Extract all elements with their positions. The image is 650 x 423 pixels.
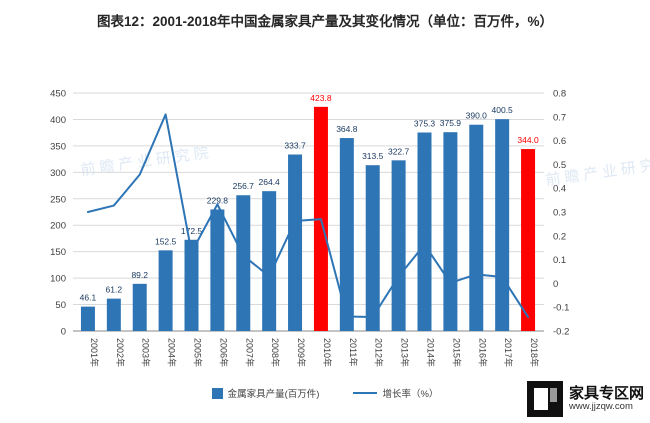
- bar-value-label-2007年: 256.7: [233, 181, 255, 191]
- bar-value-label-2005年: 172.5: [181, 226, 203, 236]
- bar-value-label-2018年: 344.0: [517, 135, 539, 145]
- left-axis-tick-label: 150: [50, 247, 66, 258]
- bar-2018年: [521, 149, 536, 331]
- bar-2004年: [158, 250, 173, 331]
- left-axis-tick-label: 0: [61, 327, 66, 338]
- bar-2008年: [262, 191, 277, 331]
- right-axis-tick-label: -0.2: [553, 327, 569, 338]
- bar-series-swatch-icon: [211, 387, 223, 399]
- x-axis-label-2010年: 2010年: [322, 338, 333, 367]
- bar-value-label-2011年: 364.8: [336, 124, 358, 134]
- bar-2003年: [132, 283, 147, 331]
- bar-2014年: [417, 132, 432, 331]
- brand-watermark: 家具专区网 www.jjzqw.com: [526, 381, 644, 417]
- bar-value-label-2016年: 390.0: [466, 111, 488, 121]
- left-axis-tick-label: 200: [50, 221, 66, 232]
- bar-value-label-2014年: 375.3: [414, 119, 436, 129]
- x-axis-label-2003年: 2003年: [141, 338, 152, 367]
- right-axis-tick-label: 0.5: [553, 160, 566, 171]
- bar-value-label-2003年: 89.2: [131, 270, 148, 280]
- line-series-swatch-icon: [353, 392, 378, 394]
- left-axis-tick-label: 350: [50, 141, 66, 152]
- bar-2016年: [469, 124, 484, 331]
- x-axis-label-2016年: 2016年: [477, 338, 488, 367]
- x-axis-label-2006年: 2006年: [218, 338, 229, 367]
- chart-legend: 金属家具产量(百万件) 增长率（%）: [0, 386, 650, 400]
- legend-item-production: 金属家具产量(百万件): [211, 386, 320, 400]
- right-axis-tick-label: 0.6: [553, 136, 566, 147]
- x-axis-label-2001年: 2001年: [89, 338, 100, 367]
- x-axis-label-2007年: 2007年: [244, 338, 255, 367]
- bar-2005年: [184, 239, 199, 331]
- left-axis-tick-label: 50: [55, 300, 66, 311]
- bar-value-label-2012年: 313.5: [362, 151, 384, 161]
- left-axis-tick-label: 100: [50, 274, 66, 285]
- bar-2011年: [339, 138, 354, 331]
- x-axis-label-2008年: 2008年: [270, 338, 281, 367]
- bar-value-label-2008年: 264.4: [259, 177, 281, 187]
- bar-value-label-2013年: 322.7: [388, 146, 410, 156]
- legend-item-growth: 增长率（%）: [353, 386, 438, 400]
- x-axis-label-2004年: 2004年: [167, 338, 178, 367]
- bar-value-label-2010年: 423.8: [310, 93, 332, 103]
- bar-value-label-2002年: 61.2: [106, 285, 123, 295]
- x-axis-label-2018年: 2018年: [529, 338, 540, 367]
- right-axis-tick-label: 0.2: [553, 231, 566, 242]
- x-axis-label-2011年: 2011年: [348, 338, 359, 366]
- bar-2007年: [236, 195, 251, 331]
- x-axis-label-2012年: 2012年: [374, 338, 385, 367]
- brand-name: 家具专区网: [568, 384, 644, 402]
- brand-text: 家具专区网 www.jjzqw.com: [569, 385, 644, 413]
- bar-value-label-2001年: 46.1: [80, 293, 97, 303]
- legend-line-label: 增长率（%）: [382, 389, 439, 400]
- bar-2006年: [210, 209, 225, 331]
- left-axis-tick-label: 250: [50, 194, 66, 205]
- right-axis-tick-label: 0: [553, 279, 558, 290]
- x-axis-label-2014年: 2014年: [426, 338, 437, 367]
- x-axis-label-2013年: 2013年: [400, 338, 411, 367]
- left-axis-tick-label: 400: [50, 115, 66, 126]
- bar-value-label-2009年: 333.7: [284, 141, 306, 151]
- right-axis-tick-label: 0.8: [553, 89, 566, 100]
- bar-2013年: [391, 160, 406, 331]
- x-axis-label-2005年: 2005年: [193, 338, 204, 367]
- x-axis-label-2017年: 2017年: [503, 338, 514, 367]
- growth-rate-line: [86, 113, 530, 318]
- brand-url: www.jjzqw.com: [568, 401, 633, 413]
- bar-2002年: [106, 298, 121, 331]
- x-axis-label-2015年: 2015年: [451, 338, 462, 367]
- bar-2009年: [288, 154, 303, 331]
- x-axis-label-2002年: 2002年: [115, 338, 126, 367]
- chart-title: 图表12：2001-2018年中国金属家具产量及其变化情况（单位：百万件，%）: [96, 14, 554, 29]
- bar-2017年: [495, 119, 510, 332]
- legend-bar-label: 金属家具产量(百万件): [227, 389, 320, 400]
- bar-2015年: [443, 132, 458, 331]
- bar-2012年: [365, 165, 380, 331]
- left-axis-tick-label: 450: [50, 89, 66, 100]
- right-axis-tick-label: -0.1: [553, 303, 569, 314]
- left-axis-tick-label: 300: [50, 168, 66, 179]
- bar-value-label-2015年: 375.9: [440, 118, 462, 128]
- bar-value-label-2017年: 400.5: [492, 105, 514, 115]
- x-axis-label-2009年: 2009年: [296, 338, 307, 367]
- right-axis-tick-label: 0.1: [553, 255, 566, 266]
- right-axis-tick-label: 0.7: [553, 112, 566, 123]
- bar-2001年: [80, 306, 95, 331]
- right-axis-tick-label: 0.3: [553, 208, 566, 219]
- brand-logo-icon: [526, 381, 563, 417]
- bar-value-label-2004年: 152.5: [155, 236, 177, 246]
- right-axis-tick-label: 0.4: [553, 184, 566, 195]
- bar-value-label-2006年: 229.8: [207, 195, 229, 205]
